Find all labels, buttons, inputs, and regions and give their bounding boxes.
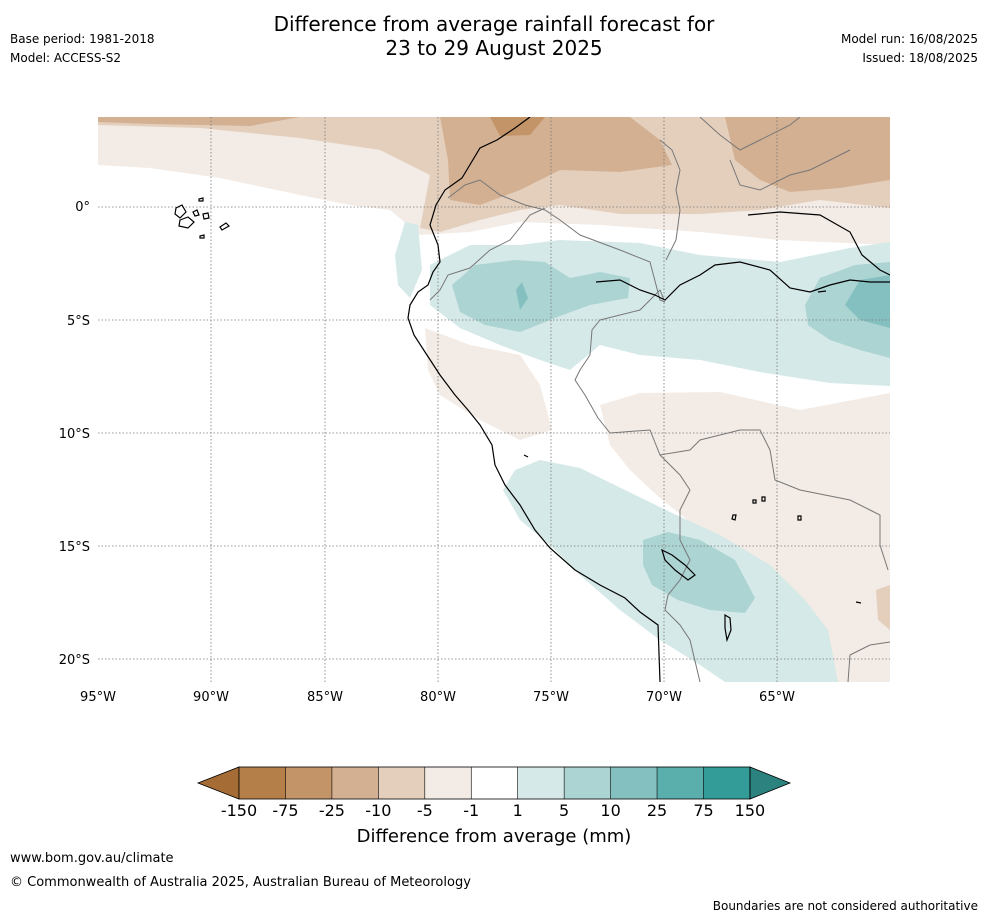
colorbar-swatch	[331, 767, 379, 799]
title-line-1: Difference from average rainfall forecas…	[273, 12, 715, 36]
lon-tick-label: 65°W	[759, 690, 795, 705]
colorbar: -150 -75 -25 -10 -5 -1 1 5 10 25 75 150	[196, 766, 792, 820]
issued-label: Issued: 18/08/2025	[862, 51, 978, 65]
colorbar-extend-high	[749, 766, 792, 800]
model-run-label: Model run: 16/08/2025	[840, 32, 978, 46]
base-period-label: Base period: 1981-2018	[10, 32, 155, 46]
title-line-2: 23 to 29 August 2025	[385, 36, 603, 60]
colorbar-extend-low	[196, 766, 240, 800]
colorbar-swatch	[703, 767, 750, 799]
colorbar-swatch	[471, 767, 518, 799]
colorbar-tick-label: -1	[463, 801, 479, 820]
colorbar-swatch	[424, 767, 472, 799]
lon-tick-label: 85°W	[307, 690, 343, 705]
colorbar-tick-label: -25	[319, 801, 345, 820]
colorbar-swatch	[610, 767, 658, 799]
graticule	[98, 117, 890, 682]
colorbar-tick-label: -150	[221, 801, 257, 820]
colorbar-swatch	[517, 767, 565, 799]
colorbar-tick-label: -5	[417, 801, 433, 820]
lon-tick-label: 95°W	[80, 690, 116, 705]
lat-tick-label: 10°S	[59, 427, 90, 442]
colorbar-swatch	[564, 767, 611, 799]
longitude-ticks: 95°W 90°W 85°W 80°W 75°W 70°W 65°W	[80, 690, 795, 705]
lon-tick-label: 80°W	[420, 690, 456, 705]
lon-tick-label: 90°W	[193, 690, 229, 705]
lon-tick-label: 75°W	[533, 690, 569, 705]
colorbar-tick-label: 5	[559, 801, 569, 820]
colorbar-tick-label: 150	[735, 801, 766, 820]
colorbar-swatch	[285, 767, 332, 799]
colorbar-tick-label: 10	[600, 801, 620, 820]
colorbar-tick-label: -75	[272, 801, 298, 820]
map-field	[98, 117, 890, 682]
colorbar-tick-label: 25	[647, 801, 667, 820]
lon-tick-label: 70°W	[646, 690, 682, 705]
colorbar-tick-label: 1	[513, 801, 523, 820]
colorbar-outline	[238, 766, 751, 800]
latitude-ticks: 0° 5°S 10°S 15°S 20°S	[59, 200, 90, 668]
country-borders	[429, 117, 890, 682]
colorbar-tick-label: -10	[365, 801, 391, 820]
colorbar-swatch	[657, 767, 704, 799]
colorbar-tick-label: 75	[693, 801, 713, 820]
lat-tick-label: 20°S	[59, 653, 90, 668]
colorbar-swatch	[378, 767, 425, 799]
page-title: Difference from average rainfall forecas…	[0, 12, 988, 60]
lat-tick-label: 15°S	[59, 540, 90, 555]
colorbar-swatch	[239, 767, 286, 799]
copyright-text: © Commonwealth of Australia 2025, Austra…	[10, 875, 471, 890]
coastline	[174, 117, 890, 682]
disclaimer-text: Boundaries are not considered authoritat…	[712, 899, 978, 913]
colorbar-title: Difference from average (mm)	[356, 826, 632, 847]
lat-tick-label: 0°	[75, 200, 90, 215]
model-label: Model: ACCESS-S2	[10, 51, 122, 65]
lat-tick-label: 5°S	[67, 314, 90, 329]
website-link[interactable]: www.bom.gov.au/climate	[10, 851, 174, 866]
